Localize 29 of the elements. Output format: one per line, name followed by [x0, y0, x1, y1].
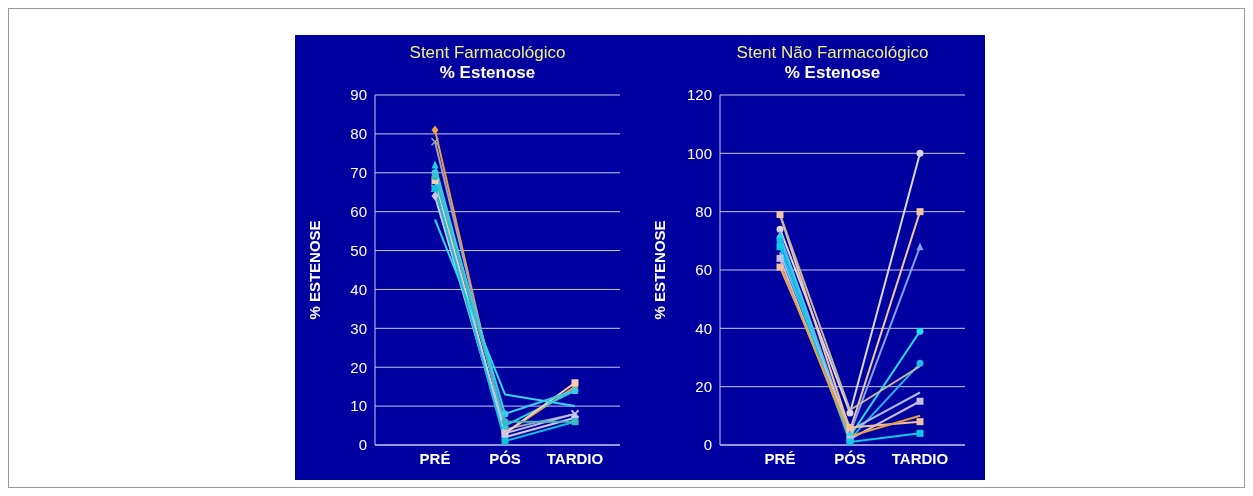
x-tick-label: PÓS [489, 449, 521, 467]
y-axis-title: % ESTENOSE [306, 220, 324, 320]
y-tick-label: 50 [350, 241, 367, 259]
y-tick-label: 10 [350, 397, 367, 415]
y-tick-label: 0 [703, 436, 712, 454]
y-axis-title: % ESTENOSE [651, 220, 669, 320]
y-tick-label: 60 [350, 202, 367, 220]
y-tick-label: 30 [350, 319, 367, 337]
y-tick-label: 60 [695, 261, 712, 279]
y-tick-label: 0 [358, 436, 367, 454]
x-tick-label: TARDIO [546, 449, 604, 467]
y-tick-label: 20 [350, 358, 367, 376]
chart-title: Stent Farmacológico [408, 43, 567, 63]
x-tick-label: TARDIO [891, 449, 949, 467]
y-tick-label: 120 [686, 86, 712, 104]
y-tick-label: 40 [695, 319, 712, 337]
x-tick-label: PRÉ [419, 449, 451, 467]
y-tick-label: 80 [695, 202, 712, 220]
y-tick-label: 40 [350, 280, 367, 298]
y-tick-label: 100 [686, 144, 712, 162]
y-tick-label: 70 [350, 164, 367, 182]
y-tick-label: 80 [350, 125, 367, 143]
x-tick-label: PRÉ [764, 449, 796, 467]
chart-subtitle: % Estenose [783, 63, 882, 83]
x-tick-label: PÓS [834, 449, 866, 467]
chart-subtitle: % Estenose [438, 63, 537, 83]
y-tick-label: 20 [695, 377, 712, 395]
y-tick-label: 90 [350, 86, 367, 104]
chart-title: Stent Não Farmacológico [735, 43, 930, 63]
